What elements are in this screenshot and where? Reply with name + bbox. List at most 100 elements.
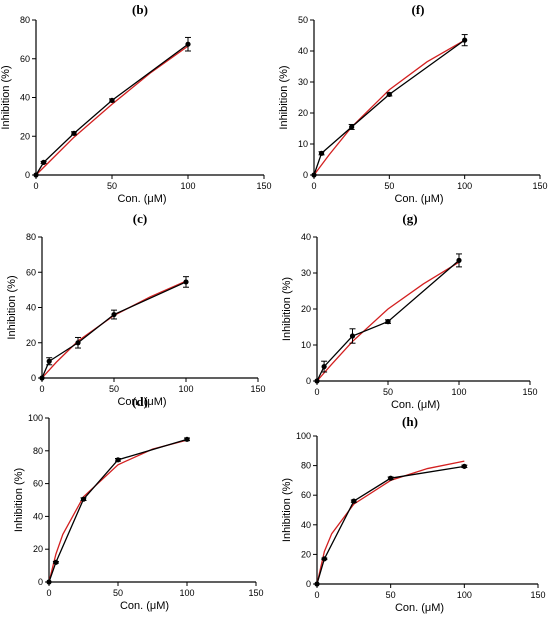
y-tick-label: 100 xyxy=(28,413,43,423)
chart-panel-5: (h) 0 50 100 150 0 20 40 60 80 100 Con. (μM) Inhibit… xyxy=(281,414,546,614)
y-axis-title: Inhibition (%) xyxy=(0,65,12,129)
data-point xyxy=(71,130,77,136)
y-axis-title: Inhibition (%) xyxy=(281,277,293,341)
panel-label: (f) xyxy=(412,2,425,17)
y-tick-label: 0 xyxy=(25,170,30,180)
y-tick-label: 100 xyxy=(296,431,311,441)
data-point xyxy=(109,97,115,104)
data-line xyxy=(313,39,466,176)
x-tick-label: 100 xyxy=(457,181,472,191)
data-point xyxy=(456,257,462,263)
x-tick-label: 0 xyxy=(314,387,319,397)
x-tick-label: 100 xyxy=(180,181,195,191)
x-tick-label: 100 xyxy=(178,384,193,394)
x-axis-title: Con. (μM) xyxy=(394,193,443,205)
y-tick-label: 20 xyxy=(20,131,30,141)
chart-panel-2: (c) 0 50 100 150 0 20 40 60 80 Con. (μM) Inhibition… xyxy=(6,211,266,408)
data-point xyxy=(462,37,468,43)
data-point xyxy=(349,124,355,130)
y-tick-label: 20 xyxy=(298,108,308,118)
y-axis-title: Inhibition (%) xyxy=(6,275,18,339)
data-point xyxy=(386,91,392,97)
data-line xyxy=(41,281,187,379)
x-tick-label: 150 xyxy=(532,181,547,191)
x-tick-label: 0 xyxy=(33,181,38,191)
data-line xyxy=(316,465,465,585)
x-tick-label: 50 xyxy=(107,181,117,191)
data-point xyxy=(46,358,52,364)
y-tick-label: 60 xyxy=(33,479,43,489)
data-point xyxy=(385,319,391,325)
x-tick-label: 150 xyxy=(248,588,263,598)
y-tick-label: 30 xyxy=(298,77,308,87)
y-tick-label: 0 xyxy=(31,373,36,383)
x-tick-label: 0 xyxy=(39,384,44,394)
data-point xyxy=(314,581,320,587)
fit-curve xyxy=(313,39,465,176)
data-point xyxy=(311,172,317,178)
x-axis-title: Con. (μM) xyxy=(391,399,440,411)
y-tick-label: 80 xyxy=(301,461,311,471)
fit-curve xyxy=(35,45,189,176)
panel-label: (c) xyxy=(133,211,147,226)
data-point xyxy=(321,364,327,370)
y-tick-label: 20 xyxy=(301,304,311,314)
y-tick-label: 40 xyxy=(301,520,311,530)
y-tick-label: 60 xyxy=(301,490,311,500)
y-tick-label: 40 xyxy=(26,303,36,313)
data-point xyxy=(184,436,190,442)
data-point xyxy=(33,172,39,178)
x-tick-label: 150 xyxy=(530,590,545,600)
y-axis-title: Inhibition (%) xyxy=(278,65,290,129)
y-axis-title: Inhibition (%) xyxy=(281,478,293,542)
data-point xyxy=(111,311,117,318)
y-tick-label: 40 xyxy=(298,46,308,56)
data-point xyxy=(39,375,45,381)
y-tick-label: 20 xyxy=(33,544,43,554)
data-point xyxy=(41,159,47,166)
panel-label: (d) xyxy=(132,394,148,409)
y-tick-label: 20 xyxy=(301,549,311,559)
y-tick-label: 0 xyxy=(38,577,43,587)
x-tick-label: 0 xyxy=(314,590,319,600)
panel-label: (h) xyxy=(402,414,418,429)
data-point xyxy=(388,475,394,481)
chart-panel-3: (g) 0 50 100 150 0 10 20 30 40 Con. (μM) Inhibition… xyxy=(281,211,538,411)
data-point xyxy=(75,340,81,346)
data-point xyxy=(321,556,327,562)
y-tick-label: 40 xyxy=(301,232,311,242)
x-tick-label: 50 xyxy=(383,387,393,397)
x-axis-title: Con. (μM) xyxy=(117,396,166,408)
x-tick-label: 150 xyxy=(256,181,271,191)
x-tick-label: 150 xyxy=(250,384,265,394)
x-tick-label: 50 xyxy=(109,384,119,394)
x-tick-label: 50 xyxy=(386,590,396,600)
y-tick-label: 60 xyxy=(20,54,30,64)
data-point xyxy=(46,579,52,585)
data-point xyxy=(185,41,191,47)
data-point xyxy=(351,498,357,504)
y-tick-label: 20 xyxy=(26,338,36,348)
data-point xyxy=(115,457,121,463)
x-axis-title: Con. (μM) xyxy=(117,193,166,205)
y-tick-label: 80 xyxy=(26,232,36,242)
data-point xyxy=(80,496,87,502)
panel-label: (b) xyxy=(132,2,148,17)
x-tick-label: 100 xyxy=(179,588,194,598)
x-tick-label: 50 xyxy=(113,588,123,598)
x-axis-title: Con. (μM) xyxy=(120,600,169,612)
x-tick-label: 50 xyxy=(384,181,394,191)
chart-panel-0: (b) 0 50 100 150 0 20 40 60 80 Con. (μM) Inhibition… xyxy=(0,2,272,205)
data-point xyxy=(318,150,325,156)
data-point xyxy=(53,559,59,565)
x-tick-label: 0 xyxy=(46,588,51,598)
x-tick-label: 100 xyxy=(457,590,472,600)
data-point xyxy=(183,279,189,285)
x-tick-label: 100 xyxy=(451,387,466,397)
y-tick-label: 50 xyxy=(298,15,308,25)
y-tick-label: 80 xyxy=(33,446,43,456)
fit-curve xyxy=(316,460,465,585)
y-tick-label: 10 xyxy=(298,139,308,149)
panel-label: (g) xyxy=(402,211,417,226)
data-point xyxy=(349,333,356,339)
